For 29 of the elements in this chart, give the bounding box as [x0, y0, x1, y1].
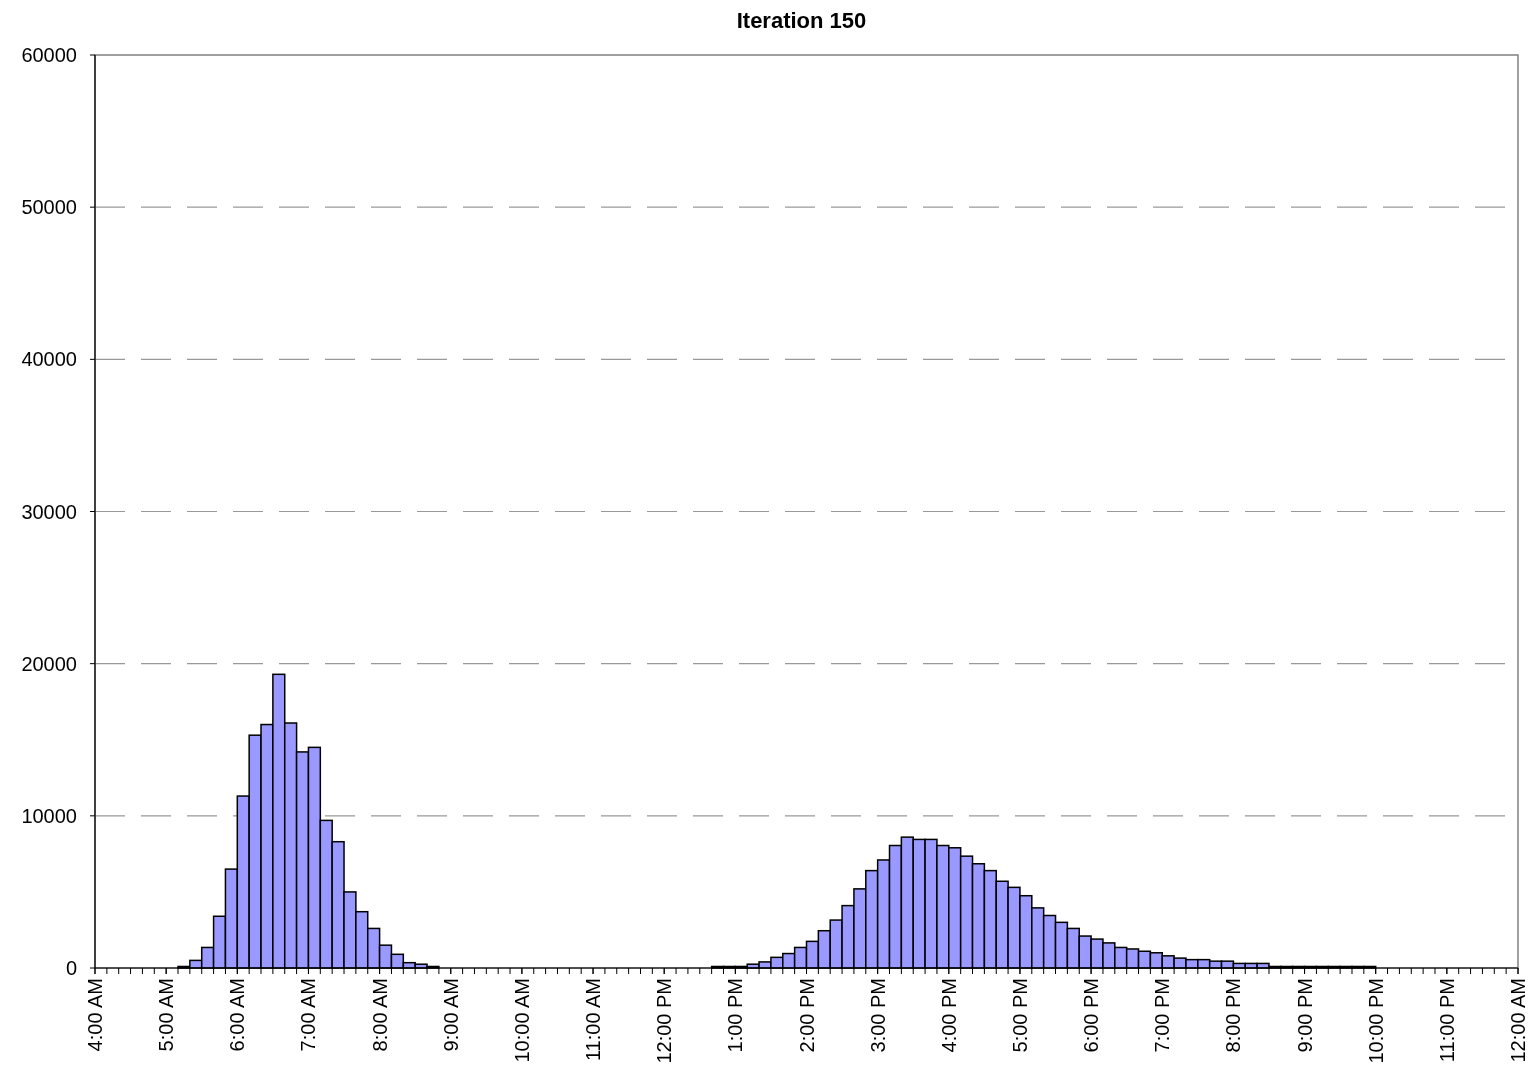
x-tick-label: 10:00 AM [510, 978, 533, 1063]
x-tick-label: 5:00 AM [155, 978, 178, 1052]
x-tick-label: 9:00 PM [1293, 978, 1316, 1053]
x-tick-label: 6:00 PM [1080, 978, 1103, 1053]
y-tick-label: 30000 [21, 500, 77, 523]
x-tick-label: 1:00 PM [724, 978, 747, 1053]
x-tick-label: 9:00 AM [439, 978, 462, 1052]
y-tick-label: 0 [65, 957, 77, 979]
y-tick-label: 20000 [21, 652, 77, 675]
x-tick-label: 7:00 PM [1151, 978, 1174, 1053]
x-tick-label: 2:00 PM [795, 978, 818, 1053]
x-tick-label: 10:00 PM [1364, 978, 1387, 1064]
x-tick-label: 8:00 PM [1222, 978, 1245, 1053]
x-tick-label: 5:00 PM [1008, 978, 1031, 1053]
x-tick-label: 11:00 PM [1435, 978, 1458, 1063]
x-tick-label: 8:00 AM [368, 978, 391, 1052]
x-tick-label: 12:00 AM [1507, 978, 1529, 1063]
x-tick-label: 6:00 AM [226, 978, 249, 1052]
chart-title: Iteration 150 [736, 8, 867, 33]
y-tick-label: 40000 [21, 348, 77, 371]
x-tick-label: 4:00 AM [84, 978, 106, 1052]
y-tick-label: 10000 [21, 804, 77, 827]
x-tick-label: 12:00 PM [653, 978, 676, 1064]
x-tick-label: 4:00 PM [937, 978, 960, 1053]
y-tick-label: 50000 [21, 196, 77, 219]
x-tick-label: 11:00 AM [582, 978, 605, 1062]
x-tick-label: 3:00 PM [866, 978, 889, 1053]
y-tick-label: 60000 [21, 44, 77, 66]
x-tick-label: 7:00 AM [297, 978, 320, 1052]
